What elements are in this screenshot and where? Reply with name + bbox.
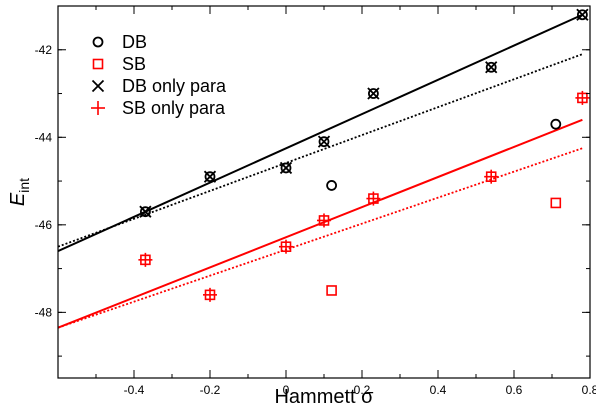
- x-marker-stroke-b: [203, 170, 217, 183]
- data-point: [317, 135, 331, 148]
- data-point: [139, 205, 152, 218]
- circle-marker: [577, 9, 588, 21]
- data-point: [550, 197, 562, 209]
- y-axis-label-sub: int: [16, 178, 32, 193]
- data-point: [367, 87, 380, 100]
- x-tick-label: 0.6: [506, 383, 523, 397]
- square-marker: [326, 285, 337, 296]
- circle-marker: [139, 206, 151, 218]
- circle-marker: [280, 162, 292, 174]
- data-point: [485, 61, 498, 74]
- y-axis-label-main: E: [7, 192, 29, 206]
- data-point: [577, 9, 588, 21]
- square-marker: [92, 58, 104, 70]
- legend-label: DB only para: [122, 76, 227, 96]
- y-axis-label: Eint: [7, 178, 32, 206]
- x-marker-stroke-b: [317, 135, 331, 148]
- data-point: [326, 180, 338, 191]
- circle-marker: [318, 136, 330, 148]
- data-point: [279, 161, 293, 175]
- series-plus: [138, 90, 590, 302]
- data-point: [366, 191, 381, 206]
- x-marker-stroke-b: [91, 79, 105, 93]
- x-tick-label: 0: [283, 383, 290, 397]
- data-point: [203, 170, 217, 183]
- circle-marker: [326, 180, 338, 191]
- circle-marker: [367, 88, 379, 99]
- data-point: [203, 287, 217, 302]
- x-marker-stroke-b: [139, 205, 152, 218]
- legend-label: SB: [122, 54, 146, 74]
- circle-marker: [92, 36, 104, 48]
- x-tick-label: 0.8: [582, 383, 596, 397]
- data-point: [138, 252, 153, 267]
- legend-marker-circle: [92, 36, 104, 48]
- data-point: [484, 169, 499, 184]
- x-marker-stroke-b: [485, 61, 498, 74]
- legend-marker-x: [91, 79, 105, 93]
- legend-marker-square: [92, 58, 104, 70]
- data-point: [326, 285, 337, 296]
- square-marker: [550, 197, 562, 209]
- legend-label: DB: [122, 32, 147, 52]
- data-markers: [138, 8, 590, 302]
- data-point: [318, 136, 330, 148]
- y-tick-label: -42: [35, 43, 53, 57]
- data-point: [367, 88, 379, 99]
- data-point: [139, 206, 151, 218]
- fit-line-dotted-3: [58, 147, 583, 329]
- fit-line-dotted-1: [58, 53, 583, 248]
- y-tick-label: -46: [35, 218, 53, 232]
- circle-marker: [550, 118, 562, 130]
- data-point: [575, 90, 590, 105]
- y-tick-label: -48: [35, 305, 53, 319]
- legend-label: SB only para: [122, 98, 226, 118]
- legend-marker-plus: [91, 101, 105, 115]
- series-x: [139, 8, 589, 218]
- series-circle: [139, 9, 588, 218]
- data-point: [317, 213, 331, 228]
- x-marker-stroke-b: [576, 8, 589, 21]
- x-tick-label: 0.2: [354, 383, 371, 397]
- data-point: [550, 118, 562, 130]
- data-point: [576, 8, 589, 21]
- x-tick-label: 0.4: [430, 383, 447, 397]
- data-point: [485, 61, 497, 73]
- x-axis-label: Hammett σ: [274, 386, 374, 408]
- x-tick-label: -0.2: [200, 383, 221, 397]
- x-tick-label: -0.4: [124, 383, 145, 397]
- x-marker-stroke-b: [367, 87, 380, 100]
- data-point: [204, 171, 216, 183]
- x-marker-stroke-b: [279, 161, 293, 175]
- data-point: [279, 239, 293, 254]
- data-point: [280, 162, 292, 174]
- circle-marker: [204, 171, 216, 183]
- y-tick-label: -44: [35, 130, 53, 144]
- circle-marker: [485, 61, 497, 73]
- axes: -0.4 -0.2 0 0.2 0.4 0.6 0.8 -48 -46 -44 -42 Hammett…: [7, 5, 596, 408]
